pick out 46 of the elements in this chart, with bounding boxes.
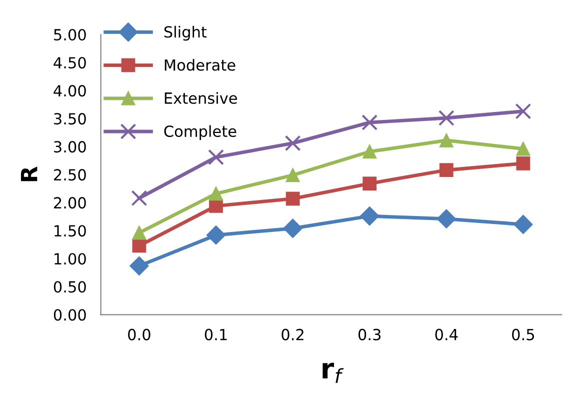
point [439, 133, 454, 148]
point [284, 135, 301, 152]
x-tick-label: 0.3 [358, 328, 381, 340]
point [286, 192, 300, 206]
point [286, 168, 300, 182]
legend-label: Moderate [164, 58, 236, 71]
point [209, 186, 223, 201]
legend-label: Extensive [164, 92, 237, 104]
point [208, 149, 224, 166]
y-tick-label: 1.50 [54, 225, 86, 237]
x-tick-label: 0.0 [128, 328, 150, 340]
y-tick-label: 0.50 [54, 281, 86, 293]
point [515, 103, 532, 120]
y-tick-label: 2.00 [54, 197, 86, 209]
point [516, 142, 530, 156]
point [362, 176, 377, 190]
y-tick-label: 5.00 [54, 28, 86, 41]
legend-label: Slight [164, 26, 207, 41]
x-tick-label: 0.5 [512, 328, 534, 340]
point [206, 226, 226, 245]
point [436, 209, 456, 228]
legend-label: Complete [164, 125, 236, 140]
y-tick-label: 4.00 [54, 85, 86, 97]
point [439, 163, 454, 178]
y-tick-label: 3.00 [54, 141, 86, 153]
point [360, 206, 380, 226]
y-tick-label: 2.50 [54, 169, 86, 181]
x-axis-title: r$_{f}$ [322, 362, 344, 383]
x-tick-label: 0.1 [204, 328, 227, 340]
x-tick-label: 0.4 [435, 328, 458, 340]
point [209, 199, 223, 213]
x-tick-label: 0.2 [282, 328, 304, 340]
point [130, 256, 149, 276]
y-tick-label: 0.00 [54, 309, 86, 321]
y-tick-label: 4.50 [54, 56, 86, 69]
y-tick-label: 3.50 [54, 113, 86, 125]
point [283, 218, 302, 238]
point [514, 214, 533, 234]
y-tick-label: 1.00 [54, 253, 86, 265]
point [438, 110, 454, 126]
point [132, 226, 146, 240]
point [516, 156, 530, 170]
point [362, 114, 378, 130]
point [131, 190, 148, 206]
point [362, 144, 377, 159]
y-axis-title: R [20, 166, 38, 182]
